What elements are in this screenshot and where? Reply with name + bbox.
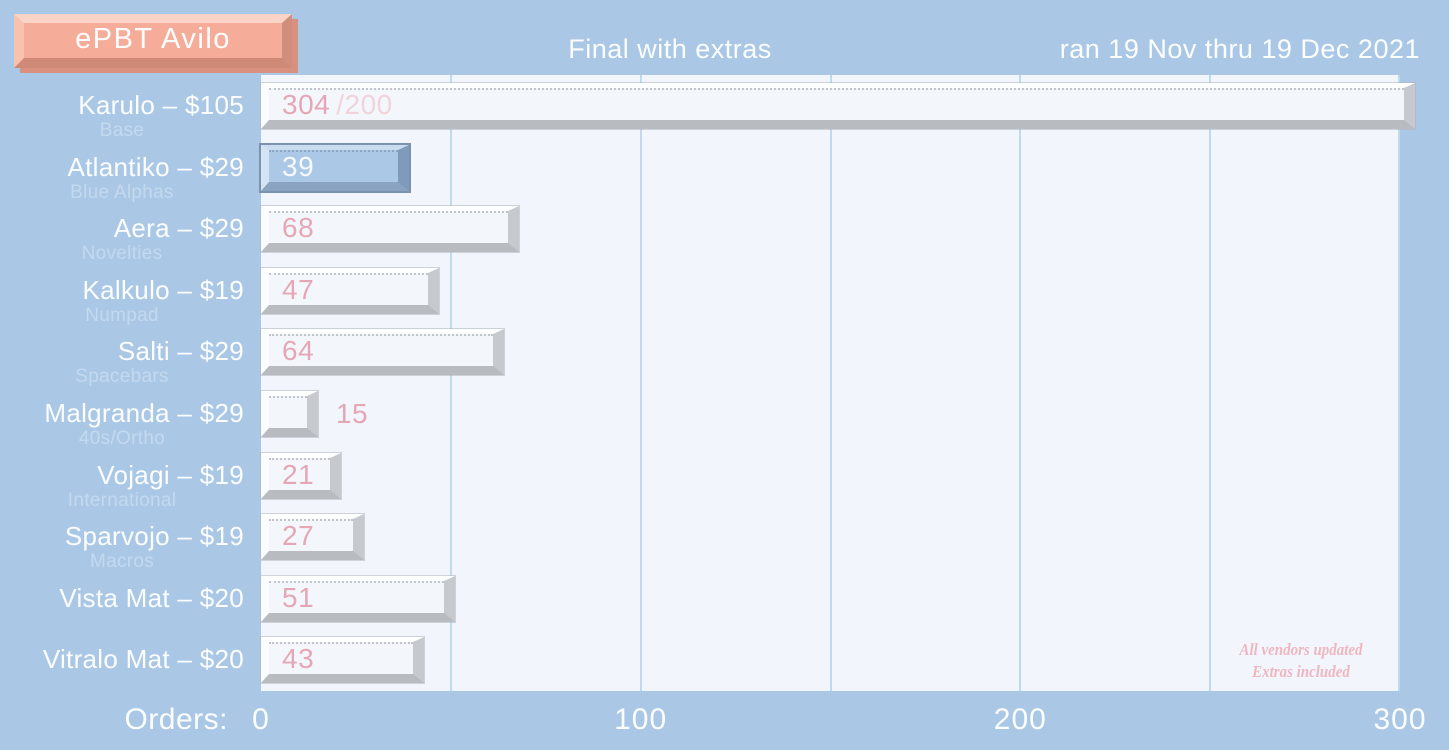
logo-text: ePBT Avilo	[75, 23, 231, 55]
x-axis: Orders: 0 100 200 300	[0, 697, 1449, 750]
bar-face: 68	[269, 211, 509, 244]
x-tick-200: 200	[993, 703, 1047, 736]
bar-face: 39	[269, 149, 399, 182]
kit-sublabel: Blue Alphas	[70, 181, 174, 203]
annotation-line-1: All vendors updated	[1239, 640, 1363, 659]
bar-value: 51	[282, 581, 315, 613]
bar-face: 64	[269, 334, 493, 366]
chart-title: Final with extras	[568, 34, 772, 64]
x-tick-0: 0	[252, 703, 270, 736]
bar-8: 51	[261, 575, 455, 622]
row-label-6: Vojagi – $19 International	[0, 460, 244, 512]
row-label-8: Vista Mat – $20	[0, 583, 244, 613]
row-label-7: Sparvojo – $19 Macros	[0, 521, 244, 573]
bar-face	[269, 396, 307, 428]
kit-name-price: Sparvojo – $19	[64, 521, 244, 552]
bar-value: 304	[282, 89, 331, 120]
plot-area: All vendors updated Extras included 304/…	[261, 75, 1416, 691]
kit-name-price: Salti – $29	[117, 336, 244, 367]
kit-sublabel: Novelties	[81, 243, 163, 265]
bar-value: 68	[282, 212, 315, 244]
bar-6: 21	[261, 452, 341, 499]
bar-face: 43	[269, 642, 414, 675]
bar-4: 64	[261, 329, 504, 376]
bar-0: 304/200	[261, 83, 1416, 129]
bar-2: 68	[261, 206, 520, 253]
bar-value-cap: /200	[336, 89, 393, 120]
category-labels: Karulo – $105 Base Atlantiko – $29 Blue Alp…	[0, 75, 244, 691]
kit-name-price: Vitralo Mat – $20	[42, 644, 244, 675]
logo-keycap: ePBT Avilo	[14, 14, 292, 68]
row-label-2: Aera – $29 Novelties	[0, 213, 244, 265]
bar-value-outside: 15	[335, 398, 369, 429]
annotation-line-2: Extras included	[1252, 662, 1350, 681]
bar-value: 39	[282, 150, 315, 182]
kit-sublabel: Numpad	[85, 304, 159, 326]
kit-name-price: Aera – $29	[113, 213, 244, 244]
bar-1: 39	[261, 144, 410, 191]
row-label-9: Vitralo Mat – $20	[0, 644, 244, 674]
kit-sublabel: International	[67, 489, 177, 511]
gridline-200	[1019, 75, 1022, 691]
kit-name-price: Atlantiko – $29	[67, 151, 244, 182]
kit-name-price: Vista Mat – $20	[59, 582, 244, 613]
kit-name-price: Malgranda – $29	[44, 398, 244, 428]
kit-sublabel: Base	[99, 120, 145, 141]
bar-value: 47	[282, 273, 315, 305]
kit-name-price: Karulo – $105	[78, 90, 244, 120]
gridline-100	[639, 75, 642, 691]
annotation: All vendors updated Extras included	[1204, 639, 1398, 683]
kit-sublabel: Macros	[89, 551, 155, 573]
bar-3: 47	[261, 267, 440, 314]
kit-name-price: Kalkulo – $19	[82, 274, 244, 305]
row-label-3: Kalkulo – $19 Numpad	[0, 275, 244, 327]
bar-face: 27	[269, 519, 353, 551]
bar-face: 21	[269, 457, 330, 490]
bar-value: 27	[282, 520, 315, 552]
gridline-50	[449, 75, 452, 691]
bar-face: 47	[269, 272, 429, 305]
bar-value: 64	[282, 335, 315, 367]
gridline-150	[829, 75, 832, 691]
bar-value: 43	[282, 643, 315, 675]
x-axis-title: Orders:	[124, 703, 228, 736]
row-label-5: Malgranda – $29 40s/Ortho	[0, 398, 244, 450]
gridline-250	[1209, 75, 1212, 691]
x-tick-100: 100	[614, 703, 668, 736]
date-range: ran 19 Nov thru 19 Dec 2021	[1059, 34, 1420, 64]
bar-face: 304/200	[269, 88, 1405, 120]
kit-sublabel: 40s/Ortho	[78, 428, 166, 449]
gridline-300	[1398, 75, 1400, 691]
bar-9: 43	[261, 637, 425, 684]
x-tick-300: 300	[1373, 703, 1427, 736]
row-label-0: Karulo – $105 Base	[0, 90, 244, 142]
bar-face: 51	[269, 580, 444, 613]
bar-7: 27	[261, 514, 364, 561]
bar-5	[261, 391, 318, 437]
bar-value: 21	[282, 458, 315, 490]
row-label-1: Atlantiko – $29 Blue Alphas	[0, 152, 244, 204]
row-label-4: Salti – $29 Spacebars	[0, 336, 244, 388]
kit-sublabel: Spacebars	[75, 366, 169, 388]
kit-name-price: Vojagi – $19	[97, 459, 244, 490]
